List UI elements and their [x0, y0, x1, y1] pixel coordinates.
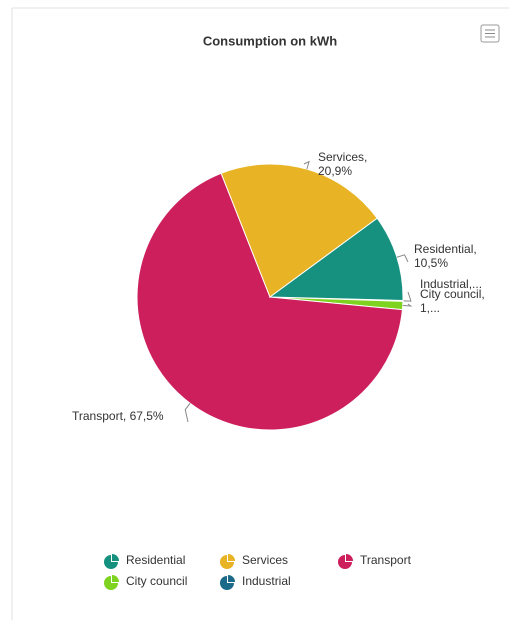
legend-item[interactable]: Industrial: [220, 574, 291, 590]
legend-icon: [112, 575, 119, 582]
legend-icon: [112, 554, 119, 561]
label-connector: [402, 303, 413, 307]
legend-label: Residential: [126, 553, 185, 567]
legend-icon: [104, 555, 118, 569]
data-label: Services, 20,9%: [318, 150, 368, 178]
menu-button[interactable]: [480, 24, 500, 43]
label-connector: [303, 160, 310, 170]
legend-label: Industrial: [242, 574, 291, 588]
legend-item[interactable]: Transport: [338, 553, 412, 569]
data-label: Residential, 10,5%: [414, 242, 477, 270]
legend-icon: [346, 554, 353, 561]
data-label: Industrial,...: [420, 277, 483, 291]
legend-icon: [220, 576, 234, 590]
legend-item[interactable]: City council: [104, 574, 187, 590]
pie-slice: [136, 172, 403, 431]
pie-slice: [220, 163, 378, 298]
legend-label: City council: [126, 574, 187, 588]
data-label: Transport, 67,5%: [72, 409, 164, 423]
legend-icon: [228, 575, 235, 582]
pie-slice: [268, 217, 404, 301]
legend-item[interactable]: Services: [220, 553, 288, 569]
legend-item[interactable]: Residential: [104, 553, 185, 569]
label-connector: [184, 402, 191, 423]
legend-label: Transport: [360, 553, 412, 567]
legend-label: Services: [242, 553, 288, 567]
legend-icon: [228, 554, 235, 561]
data-label: City council, 1,...: [420, 287, 485, 315]
legend-icon: [104, 576, 118, 590]
label-connector: [402, 291, 412, 302]
legend-icon: [220, 555, 234, 569]
label-connector: [396, 254, 409, 263]
legend-icon: [338, 555, 352, 569]
chart-title: Consumption on kWh: [203, 33, 337, 48]
